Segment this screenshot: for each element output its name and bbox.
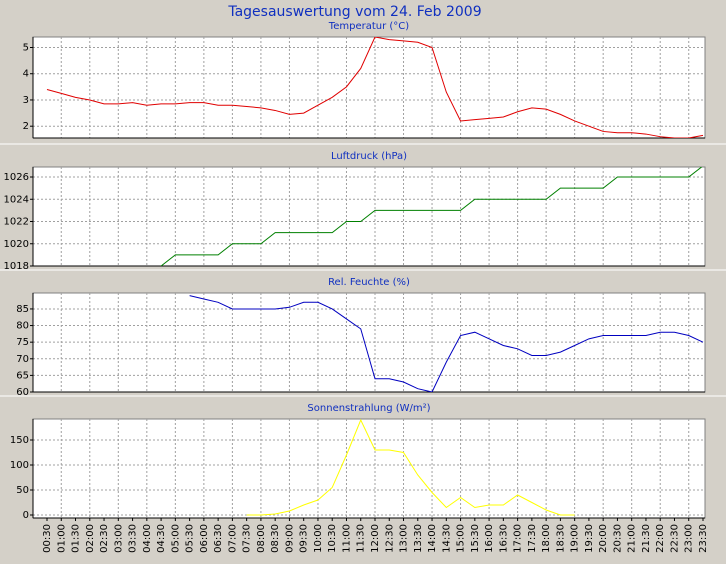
y-tick-label: 150 [10, 435, 29, 446]
x-tick-label: 17:00 [513, 524, 524, 553]
x-tick-label: 14:00 [427, 524, 438, 553]
x-tick-label: 20:30 [612, 524, 623, 553]
x-tick-label: 01:00 [56, 524, 67, 553]
x-tick-label: 10:30 [327, 524, 338, 553]
x-tick-label: 18:00 [541, 524, 552, 553]
x-tick-label: 20:00 [598, 524, 609, 553]
y-tick-label: 65 [16, 370, 29, 381]
x-tick-label: 21:30 [641, 524, 652, 553]
x-tick-label: 00:30 [42, 524, 53, 553]
x-tick-label: 07:30 [242, 524, 253, 553]
plot-area [32, 36, 706, 139]
x-tick-label: 11:30 [356, 524, 367, 553]
y-tick-label: 1018 [4, 261, 29, 272]
x-tick-label: 04:00 [142, 524, 153, 553]
x-tick-label: 15:00 [456, 524, 467, 553]
x-tick-label: 01:30 [71, 524, 82, 553]
plot-area [32, 418, 706, 519]
x-tick-label: 10:00 [313, 524, 324, 553]
data-line [189, 295, 704, 392]
x-tick-label: 14:30 [441, 524, 452, 553]
x-tick-label: 08:00 [256, 524, 267, 553]
x-tick-label: 13:30 [413, 524, 424, 553]
x-tick-label: 08:30 [270, 524, 281, 553]
panel-title: Luftdruck (hPa) [331, 151, 407, 162]
x-tick-label: 07:00 [227, 524, 238, 553]
x-tick-label: 11:00 [341, 524, 352, 553]
data-line [246, 419, 575, 516]
x-tick-label: 12:30 [384, 524, 395, 553]
y-tick-label: 100 [10, 460, 29, 471]
x-tick-label: 13:00 [399, 524, 410, 553]
x-tick-label: 19:30 [584, 524, 595, 553]
x-tick-label: 15:30 [470, 524, 481, 553]
x-tick-label: 02:30 [99, 524, 110, 553]
y-tick-label: 50 [16, 485, 29, 496]
x-tick-label: 12:00 [370, 524, 381, 553]
x-tick-label: 19:00 [570, 524, 581, 553]
x-tick-label: 06:30 [213, 524, 224, 553]
x-tick-label: 04:30 [156, 524, 167, 553]
x-tick-label: 21:00 [627, 524, 638, 553]
plot-area [32, 166, 706, 267]
x-tick-label: 03:00 [113, 524, 124, 553]
data-line [160, 167, 703, 266]
x-tick-label: 16:00 [484, 524, 495, 553]
x-tick-label: 06:00 [199, 524, 210, 553]
y-tick-label: 1024 [4, 194, 29, 205]
y-tick-label: 80 [16, 321, 29, 332]
y-tick-label: 3 [23, 95, 29, 106]
x-tick-label: 16:30 [498, 524, 509, 553]
x-tick-label: 02:00 [85, 524, 96, 553]
y-tick-label: 1020 [4, 239, 29, 250]
y-tick-label: 1022 [4, 217, 29, 228]
x-tick-label: 09:30 [299, 524, 310, 553]
data-line [46, 37, 704, 138]
y-tick-label: 85 [16, 304, 29, 315]
page-title: Tagesauswertung vom 24. Feb 2009 [227, 4, 481, 20]
y-tick-label: 0 [23, 510, 29, 521]
y-tick-label: 4 [23, 69, 29, 80]
x-tick-label: 22:30 [669, 524, 680, 553]
x-tick-label: 03:30 [128, 524, 139, 553]
y-tick-label: 5 [23, 42, 29, 53]
y-tick-label: 2 [23, 121, 29, 132]
x-tick-label: 18:30 [555, 524, 566, 553]
y-tick-label: 60 [16, 387, 29, 398]
panel-title: Rel. Feuchte (%) [328, 277, 410, 288]
x-tick-label: 23:30 [698, 524, 709, 553]
x-tick-label: 09:00 [284, 524, 295, 553]
x-tick-label: 05:00 [170, 524, 181, 553]
panel-title: Temperatur (°C) [328, 21, 409, 32]
y-tick-label: 1026 [4, 172, 29, 183]
x-tick-label: 05:30 [185, 524, 196, 553]
panel-title: Sonnenstrahlung (W/m²) [307, 403, 430, 414]
x-tick-label: 23:00 [684, 524, 695, 553]
x-tick-label: 22:00 [655, 524, 666, 553]
x-tick-label: 17:30 [527, 524, 538, 553]
y-tick-label: 75 [16, 337, 29, 348]
y-tick-label: 70 [16, 354, 29, 365]
